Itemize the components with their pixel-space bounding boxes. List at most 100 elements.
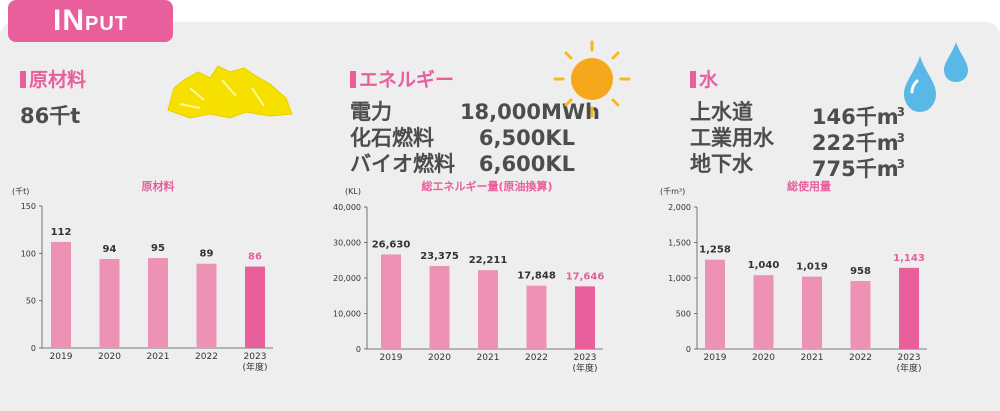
water-row-value: 775千m3	[812, 150, 905, 183]
water-value-text: 222千m	[811, 131, 899, 155]
energy-row-value: 18,000MWh	[459, 100, 600, 124]
bar-2022	[850, 280, 871, 349]
x-tick-label: 2021	[801, 353, 824, 363]
x-tick-label: 2020	[98, 352, 121, 362]
x-tick-label: 2022	[849, 353, 872, 363]
y-axis-unit-label: (千t)	[12, 186, 29, 196]
x-tick-label: 2021	[477, 353, 500, 363]
water-value-text: 775千m	[811, 157, 899, 181]
tab-label-in: IN	[53, 4, 85, 37]
energy-row-fossil: 化石燃料 6,500KL	[350, 124, 575, 152]
data-label: 1,019	[796, 262, 828, 273]
cubic-superscript: 3	[896, 105, 905, 119]
energy-row-value: 6,600KL	[478, 152, 575, 176]
tab-label-put: PUT	[85, 13, 128, 35]
water-section-title: 水	[690, 65, 718, 92]
x-unit-label: (年度)	[242, 361, 267, 373]
y-tick-label: 10,000	[333, 310, 361, 319]
energy-row-bio: バイオ燃料 6,600KL	[350, 150, 575, 178]
bar-2019	[705, 259, 725, 349]
water-row-label: 工業用水	[690, 126, 774, 150]
title-marker	[690, 71, 696, 88]
energy-row-label: 化石燃料	[350, 126, 434, 150]
data-label: 95	[151, 243, 165, 254]
data-label: 17,848	[517, 271, 556, 282]
data-label: 26,630	[372, 239, 411, 250]
data-label: 958	[850, 266, 871, 277]
x-unit-label: (年度)	[896, 362, 921, 374]
title-marker	[350, 71, 356, 88]
y-tick-label: 150	[21, 202, 36, 211]
materials-total-value: 86千t	[20, 104, 81, 128]
cubic-superscript: 3	[896, 131, 905, 145]
bar-2019	[51, 241, 71, 348]
data-label: 86	[248, 252, 262, 263]
data-label: 94	[103, 244, 117, 255]
water-row-industrial: 工業用水 222千m3	[690, 124, 905, 155]
bar-2020	[429, 266, 450, 349]
y-tick-label: 20,000	[333, 274, 361, 283]
sun-icon	[553, 40, 631, 118]
data-label: 1,040	[748, 260, 780, 271]
y-tick-label: 1,000	[668, 274, 691, 283]
bar-2022	[526, 285, 547, 349]
water-drops-icon	[904, 42, 968, 112]
data-label: 112	[51, 227, 72, 238]
water-row-tap: 上水道 146千m3	[690, 98, 905, 129]
water-value-text: 146千m	[811, 105, 899, 129]
data-label: 89	[200, 249, 214, 260]
y-tick-label: 40,000	[333, 203, 361, 212]
y-tick-label: 500	[676, 310, 691, 319]
data-label: 22,211	[469, 255, 508, 266]
y-axis-unit-label: (KL)	[345, 187, 361, 196]
water-row-label: 地下水	[690, 152, 753, 176]
y-tick-label: 2,000	[668, 203, 691, 212]
x-unit-label: (年度)	[572, 362, 597, 374]
energy-row-label: バイオ燃料	[350, 152, 455, 176]
energy-title-text: エネルギー	[359, 69, 455, 91]
input-tab-badge: INPUT	[8, 0, 173, 42]
bar-2021	[802, 276, 822, 349]
materials-section-title: 原材料	[20, 65, 86, 92]
y-tick-label: 1,500	[668, 239, 691, 248]
data-label: 1,143	[893, 253, 925, 264]
x-tick-label: 2023	[244, 352, 267, 362]
data-label: 17,646	[566, 271, 605, 282]
x-tick-label: 2019	[704, 353, 727, 363]
y-axis-unit-label: (千m³)	[660, 186, 685, 196]
energy-row-value: 6,500KL	[478, 126, 575, 150]
x-tick-label: 2019	[50, 352, 73, 362]
energy-row-label: 電力	[350, 100, 392, 124]
cubic-superscript: 3	[896, 157, 905, 171]
bar-2020	[753, 275, 774, 349]
y-tick-label: 0	[356, 345, 361, 354]
water-row-value: 146千m3	[812, 98, 905, 131]
bar-2023	[899, 267, 919, 349]
bar-2023	[245, 266, 265, 348]
x-tick-label: 2020	[752, 353, 775, 363]
x-tick-label: 2022	[195, 352, 218, 362]
bar-2021	[148, 258, 168, 348]
title-marker	[20, 71, 26, 88]
x-tick-label: 2022	[525, 353, 548, 363]
data-label: 1,258	[699, 245, 731, 256]
water-title-text: 水	[699, 69, 719, 91]
materials-title-text: 原材料	[29, 69, 87, 91]
bar-2020	[99, 259, 120, 348]
bar-2022	[196, 263, 217, 348]
raw-material-illustration	[167, 65, 293, 119]
y-tick-label: 0	[31, 344, 36, 353]
water-row-value: 222千m3	[812, 124, 905, 157]
chart-title: 総使用量	[787, 179, 831, 193]
water-row-label: 上水道	[690, 100, 753, 124]
y-tick-label: 50	[26, 297, 36, 306]
x-tick-label: 2023	[574, 353, 597, 363]
y-tick-label: 0	[686, 345, 691, 354]
energy-row-electricity: 電力 18,000MWh	[350, 98, 600, 126]
y-tick-label: 100	[21, 249, 36, 258]
data-label: 23,375	[420, 251, 459, 262]
bar-2019	[381, 254, 401, 349]
chart-title: 総エネルギー量(原油換算)	[421, 179, 552, 193]
bar-2023	[575, 286, 595, 349]
